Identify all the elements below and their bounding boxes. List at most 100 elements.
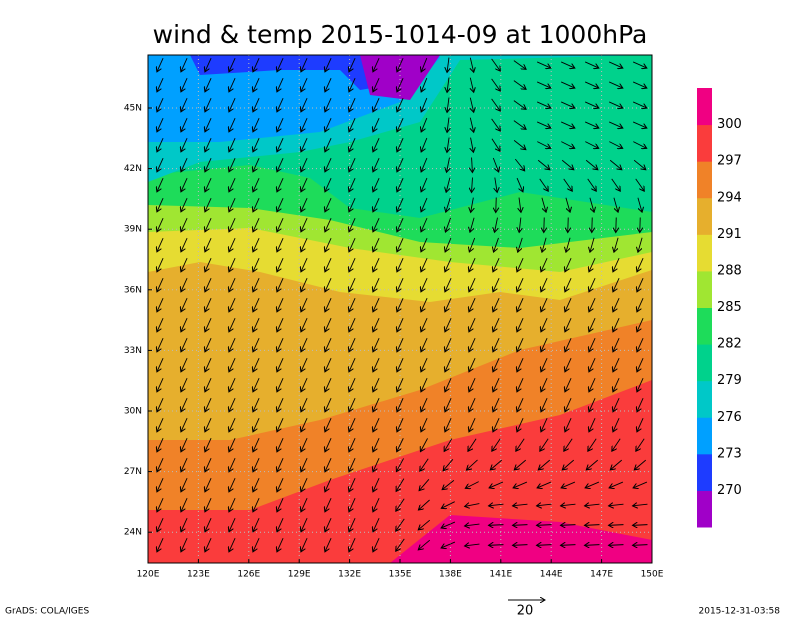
wind-arrow [585, 525, 600, 526]
wind-arrow [349, 417, 356, 432]
wind-arrow [157, 177, 164, 192]
wind-arrow [590, 237, 595, 252]
wind-arrow [418, 519, 431, 530]
wind-arrow [493, 257, 500, 272]
wind-arrow [637, 277, 644, 292]
wind-arrow [589, 357, 596, 372]
wind-arrow [516, 438, 525, 451]
wind-arrow [205, 497, 212, 512]
colorbar-label: 273 [717, 446, 742, 461]
wind-arrow [205, 237, 212, 252]
lon-label: 126E [237, 570, 260, 580]
color-swatch [697, 197, 712, 235]
wind-arrow [229, 77, 236, 92]
wind-arrow [205, 157, 212, 172]
wind-arrow [157, 477, 164, 492]
wind-arrow [637, 197, 642, 212]
wind-arrow [349, 177, 356, 192]
wind-arrow [325, 437, 332, 452]
wind-arrow [181, 457, 188, 472]
wind-arrow [613, 257, 620, 272]
wind-arrow [493, 277, 500, 292]
wind-arrow [373, 417, 380, 432]
wind-arrow [229, 457, 236, 472]
colorbar-label: 297 [717, 154, 742, 169]
wind-arrow [181, 337, 188, 352]
wind-arrow [541, 337, 548, 352]
wind-arrow [469, 257, 476, 272]
wind-arrow [447, 77, 449, 93]
wind-arrow [301, 397, 308, 412]
lat-label: 45N [124, 104, 142, 114]
wind-arrow [205, 537, 212, 552]
wind-arrow [418, 499, 430, 510]
footer-left: GrADS: COLA/IGES [5, 607, 89, 617]
wind-arrow [301, 297, 308, 312]
wind-arrow [637, 337, 644, 352]
wind-arrow [541, 417, 548, 432]
wind-arrow [445, 257, 452, 272]
wind-arrow [373, 237, 380, 252]
wind-arrow [468, 438, 477, 452]
wind-arrow [446, 177, 451, 193]
wind-arrow [632, 61, 647, 68]
wind-arrow [421, 337, 428, 352]
wind-arrow [537, 504, 552, 506]
wind-arrow [349, 497, 356, 512]
lat-label: 36N [124, 285, 142, 295]
wind-arrow [325, 197, 332, 212]
wind-arrow [205, 297, 212, 312]
wind-arrow [495, 177, 497, 193]
wind-arrow [536, 61, 551, 68]
wind-arrow [609, 504, 624, 506]
wind-arrow [349, 77, 356, 92]
wind-arrow [613, 397, 620, 412]
wind-arrow [517, 417, 524, 432]
wind-arrow [181, 257, 188, 272]
wind-arrow [613, 377, 620, 392]
wind-arrow [181, 517, 188, 532]
wind-arrow [608, 121, 623, 128]
wind-arrow [397, 438, 404, 451]
wind-arrow [493, 337, 500, 352]
wind-arrow [494, 237, 499, 252]
wind-arrow [301, 537, 308, 552]
wind-arrow [633, 504, 648, 506]
wind-arrow [181, 137, 188, 152]
wind-arrow [397, 197, 404, 212]
wind-arrow [637, 357, 644, 372]
wind-arrow [565, 317, 572, 332]
wind-arrow [301, 477, 308, 492]
lon-label: 135E [389, 570, 412, 580]
wind-arrow [397, 337, 404, 352]
wind-arrow [397, 157, 404, 172]
wind-arrow [585, 141, 598, 149]
wind-arrow [493, 357, 500, 372]
wind-arrow [157, 517, 164, 532]
wind-arrow [397, 237, 404, 252]
wind-arrow [277, 97, 284, 112]
wind-arrow [513, 525, 528, 526]
wind-arrow [301, 217, 308, 232]
wind-arrow [491, 78, 501, 91]
wind-arrow [301, 197, 308, 212]
wind-arrow [496, 197, 497, 213]
wind-arrow [421, 257, 428, 272]
footer-right: 2015-12-31-03:58 [699, 607, 781, 617]
wind-arrow [349, 217, 356, 232]
wind-arrow [325, 417, 332, 432]
wind-arrow [565, 417, 572, 432]
wind-arrow [633, 545, 648, 546]
wind-arrow [589, 377, 596, 392]
wind-arrow [349, 117, 356, 132]
wind-arrow [565, 357, 572, 372]
wind-arrow [589, 317, 596, 332]
wind-arrow [584, 81, 599, 88]
wind-arrow [589, 257, 596, 272]
wind-arrow [301, 97, 308, 112]
wind-arrow [325, 477, 332, 492]
wind-arrow [636, 438, 645, 451]
wind-arrow [513, 120, 526, 130]
wind-arrow [349, 357, 356, 372]
wind-arrow [277, 77, 284, 92]
